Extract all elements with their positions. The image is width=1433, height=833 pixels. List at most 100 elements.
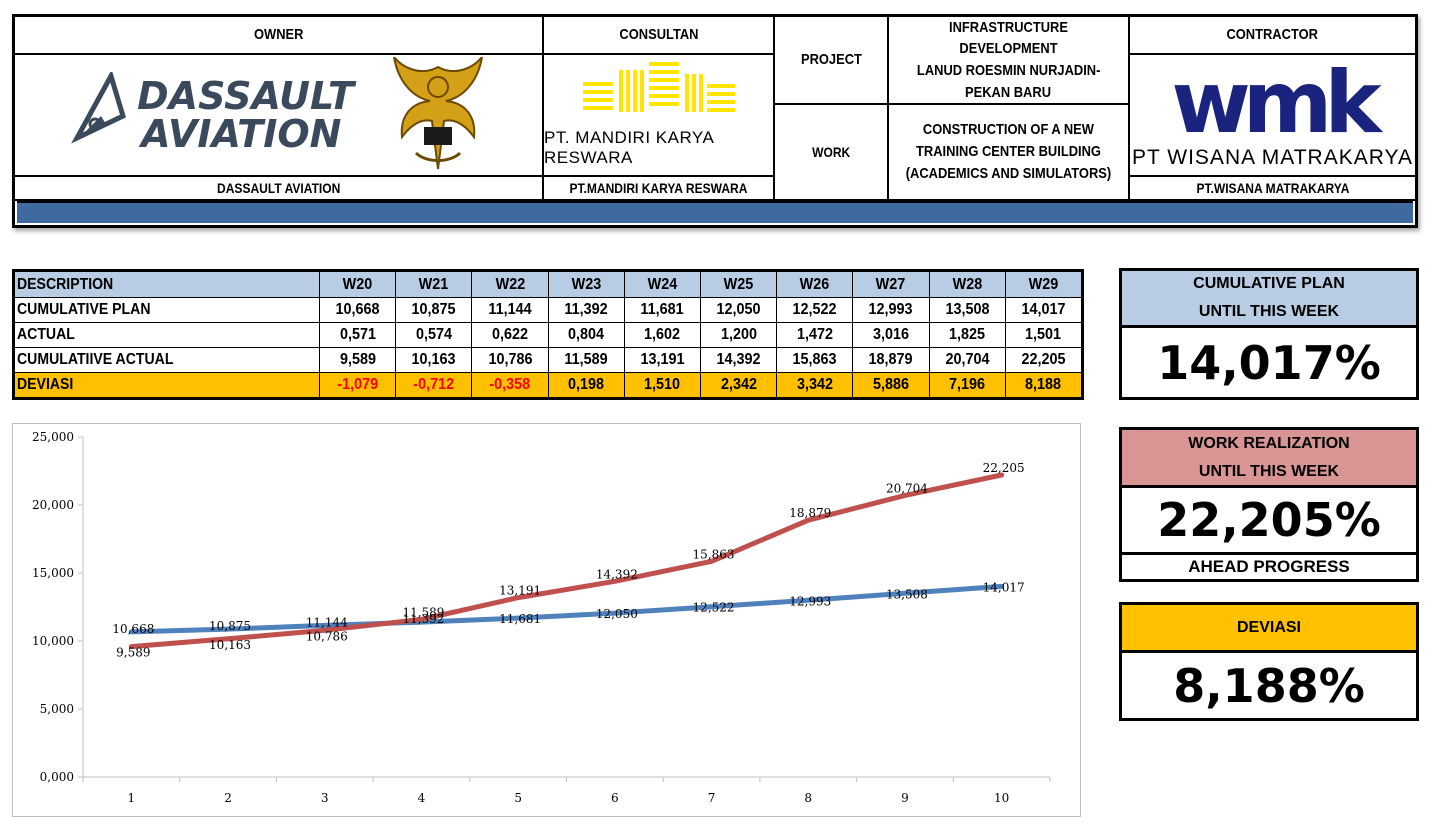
table-cell: -0,712 [395,372,473,398]
data-label: 14,017 [983,580,1025,594]
table-cell: 0,198 [547,372,625,398]
deviasi-panel: DEVIASI 8,188% [1119,602,1419,721]
x-tick-label: 8 [804,791,812,805]
data-label: 10,786 [306,629,348,643]
table-cell: 5,886 [852,372,930,398]
deviasi-title: DEVIASI [1122,605,1416,653]
progress-chart: 0,000 5,000 10,000 15,000 20,000 25,000 1 2 3 4 5 6… [12,423,1081,817]
work-realization-title: WORK REALIZATION UNTIL THIS WEEK [1122,430,1416,488]
work-realization-value: 22,205% [1157,493,1381,547]
cumulative-plan-title: CUMULATIVE PLAN UNTIL THIS WEEK [1122,271,1416,328]
data-label: 11,144 [306,615,348,629]
table-cell: 22,205 [1004,347,1083,373]
table-cell: 11,589 [547,347,625,373]
data-label: 12,050 [596,607,638,621]
table-cell: 3,016 [852,322,930,348]
week-header: W21 [395,271,473,298]
row-label: CUMULATIIVE ACTUAL [14,347,320,373]
table-row-cumulative-plan: CUMULATIVE PLAN 10,668 10,875 11,144 11,… [14,297,1083,323]
progress-table-grid: DESCRIPTION W20 W21 W22 W23 W24 W25 W26 … [14,271,1083,398]
table-cell: 10,786 [471,347,549,373]
week-header: W23 [547,271,625,298]
consultant-name: PT.MANDIRI KARYA RESWARA [544,177,775,201]
table-cell: 1,510 [623,372,701,398]
data-label: 9,589 [116,646,150,660]
work-label: WORK [775,105,889,201]
deviasi-value: 8,188% [1173,658,1365,713]
dassault-logo-line1: DASSAULT [137,74,354,118]
dassault-logo: DASSAULT AVIATION [137,77,354,153]
table-cell: 0,804 [547,322,625,348]
table-cell: 11,144 [471,297,549,323]
owner-label: OWNER [15,17,544,55]
table-cell: 10,875 [395,297,473,323]
y-tick-label: 25,000 [32,430,74,444]
progress-line-chart: 0,000 5,000 10,000 15,000 20,000 25,000 1 2 3 4 5 6… [32,430,1051,805]
data-label: 14,392 [596,567,638,581]
consultant-logo-icon [582,62,735,112]
table-cell: 14,392 [699,347,778,373]
x-tick-label: 5 [514,791,522,805]
data-label: 12,993 [789,594,831,608]
table-cell: 9,589 [318,347,397,373]
wmk-logo: wmk [1171,53,1381,153]
table-cell: 8,188 [1004,372,1083,398]
owner-name: DASSAULT AVIATION [15,177,544,201]
row-label: DEVIASI [14,372,320,398]
work-value: CONSTRUCTION OF A NEW TRAINING CENTER BU… [889,105,1130,201]
x-tick-label: 7 [708,791,716,805]
air-force-emblem-icon [392,57,483,170]
x-tick-label: 3 [321,791,329,805]
table-cell: 1,602 [623,322,701,348]
dassault-logo-line2: AVIATION [141,112,342,156]
table-cell: 7,196 [928,372,1006,398]
table-cell: 18,879 [852,347,930,373]
table-cell: 13,191 [623,347,701,373]
week-header: W26 [776,271,854,298]
table-cell: 0,571 [318,322,397,348]
week-header: W27 [852,271,930,298]
data-label: 11,681 [499,612,541,626]
table-cell: 13,508 [928,297,1006,323]
table-cell: 1,825 [928,322,1006,348]
work-realization-title-line1: WORK REALIZATION [1188,434,1350,452]
x-tick-label: 1 [128,791,136,805]
deviasi-title-text: DEVIASI [1236,618,1301,636]
data-label: 10,668 [112,622,154,636]
contractor-logo-sub: PT WISANA MATRAKARYA [1131,146,1413,169]
y-tick-label: 0,000 [40,770,74,784]
table-cell: 1,472 [776,322,854,348]
description-header: DESCRIPTION [14,271,320,298]
data-label: 11,392 [402,612,444,626]
table-row-deviasi: DEVIASI -1,079 -0,712 -0,358 0,198 1,510… [14,372,1083,398]
table-cell: -0,358 [471,372,549,398]
cumulative-plan-value: 14,017% [1157,335,1381,390]
table-cell: 20,704 [928,347,1006,373]
table-cell: 12,050 [699,297,778,323]
contractor-logo-area: wmk PT WISANA MATRAKARYA [1130,55,1415,177]
ahead-progress-label: AHEAD PROGRESS [1122,552,1416,579]
data-label: 10,875 [209,619,251,633]
cumulative-plan-title-line2: UNTIL THIS WEEK [1198,303,1340,320]
project-value: INFRASTRUCTURE DEVELOPMENT LANUD ROESMIN… [889,17,1130,105]
week-header: W22 [471,271,549,298]
x-tick-label: 10 [994,791,1009,805]
table-cell: 1,200 [699,322,778,348]
table-cell: 15,863 [776,347,854,373]
dassault-delta-icon [71,72,127,144]
table-cell: 1,501 [1004,322,1083,348]
table-cell: 11,392 [547,297,625,323]
table-cell: 2,342 [699,372,778,398]
contractor-label: CONTRACTOR [1130,17,1415,55]
data-label: 22,205 [983,461,1025,475]
data-label: 11,589 [402,605,444,619]
week-header: W28 [928,271,1006,298]
y-tick-label: 20,000 [32,498,74,512]
project-header: OWNER DASSAULT AVIATION DASSAULT AVIATIO… [12,14,1418,228]
week-header: W25 [699,271,778,298]
week-header: W29 [1004,271,1083,298]
data-label: 18,879 [789,506,831,520]
consultant-label: CONSULTAN [544,17,775,55]
consultant-logo-area: PT. MANDIRI KARYA RESWARA [544,55,775,177]
table-cell: 3,342 [776,372,854,398]
